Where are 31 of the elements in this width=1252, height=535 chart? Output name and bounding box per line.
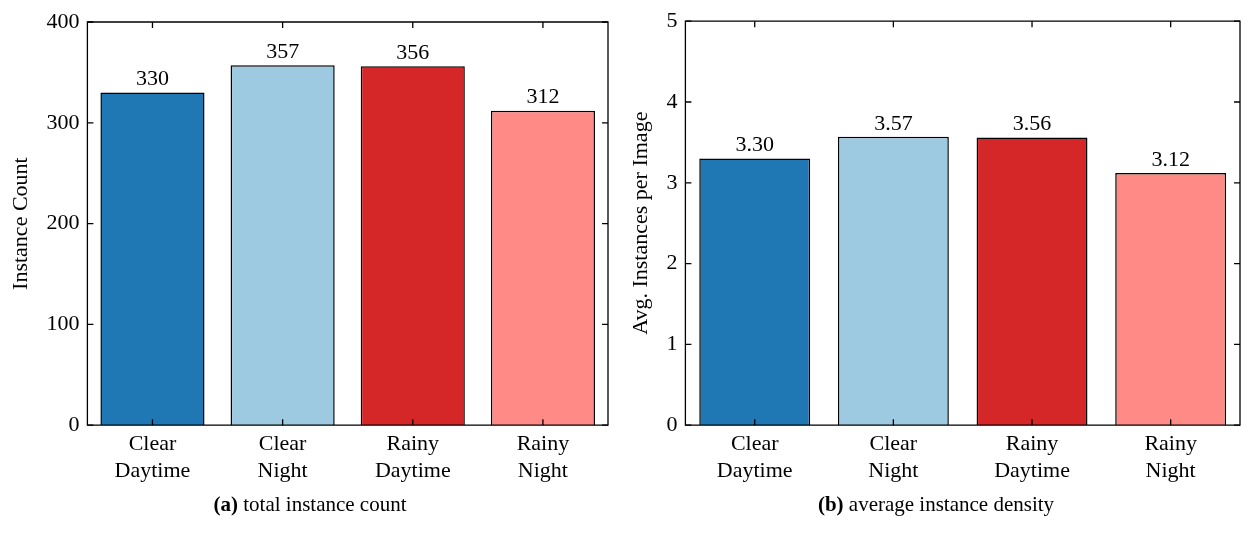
data-label: 312 xyxy=(526,83,560,109)
y-tick-label: 0 xyxy=(666,410,678,436)
x-tick-label: Clear Night xyxy=(257,430,308,482)
data-label: 357 xyxy=(266,38,300,64)
text: (a) total instance count xyxy=(213,492,407,516)
y-tick-label: 2 xyxy=(666,249,678,275)
x-tick-label: Rainy Night xyxy=(516,430,570,482)
y-tick-label: 400 xyxy=(46,7,80,33)
x-tick-label: Clear Night xyxy=(868,430,919,482)
y-tick-label: 200 xyxy=(46,209,80,235)
data-label: 3.57 xyxy=(874,109,913,135)
x-tick-label: Rainy Daytime xyxy=(374,430,451,482)
y-tick-label: 1 xyxy=(666,330,678,356)
data-label: 3.56 xyxy=(1012,110,1052,136)
y-tick-label: 5 xyxy=(666,6,678,32)
x-tick-label: Clear Daytime xyxy=(716,430,793,482)
text: (b) average instance density xyxy=(817,492,1055,516)
x-tick-label: Clear Daytime xyxy=(114,430,191,482)
data-label: 330 xyxy=(135,65,169,91)
data-label: 356 xyxy=(396,39,430,65)
y-tick-label: 300 xyxy=(46,108,80,134)
y-tick-label: 4 xyxy=(666,87,678,113)
data-label: 3.30 xyxy=(735,131,774,157)
x-tick-label: Rainy Night xyxy=(1144,430,1197,482)
y-tick-label: 100 xyxy=(46,310,80,336)
x-tick-label: Rainy Daytime xyxy=(994,430,1070,482)
y-axis-title: Avg. Instances per Image xyxy=(626,111,652,335)
y-tick-label: 3 xyxy=(666,168,678,194)
y-axis-title: Instance Count xyxy=(6,157,32,290)
data-label: 3.12 xyxy=(1151,145,1190,171)
y-tick-label: 0 xyxy=(68,410,80,436)
